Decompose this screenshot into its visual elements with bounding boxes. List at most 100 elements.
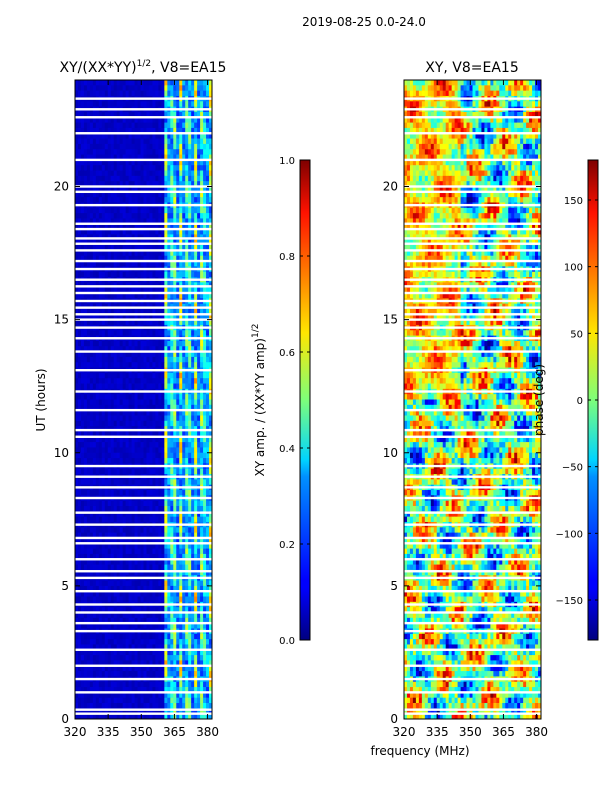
heatmap-cell xyxy=(146,101,150,108)
heatmap-cell xyxy=(98,447,103,454)
heatmap-cell xyxy=(164,218,168,225)
heatmap-cell xyxy=(209,308,213,315)
heatmap-cell xyxy=(152,90,156,97)
heatmap-cell xyxy=(176,197,180,203)
heatmap-cell xyxy=(170,442,174,448)
heatmap-cell xyxy=(155,159,159,166)
heatmap-cell xyxy=(146,133,150,139)
heatmap-cell xyxy=(161,191,165,198)
heatmap-cell xyxy=(200,207,204,214)
heatmap-cell xyxy=(104,143,109,150)
heatmap-cell xyxy=(158,90,162,97)
heatmap-cell xyxy=(122,314,127,321)
heatmap-cell xyxy=(158,250,162,257)
heatmap-cell xyxy=(92,617,97,624)
heatmap-cell xyxy=(107,585,112,592)
heatmap-cell xyxy=(113,394,118,400)
heatmap-cell xyxy=(137,117,141,124)
heatmap-cell xyxy=(116,617,121,624)
heatmap-cell xyxy=(167,644,171,651)
heatmap-cell xyxy=(122,655,127,661)
heatmap-cell xyxy=(206,138,210,145)
heatmap-cell xyxy=(107,447,112,454)
heatmap-cell xyxy=(206,362,210,368)
heatmap-cell xyxy=(155,378,159,384)
heatmap-cell xyxy=(191,218,195,225)
heatmap-cell xyxy=(200,213,204,219)
heatmap-cell xyxy=(149,415,153,422)
heatmap-cell xyxy=(167,511,171,518)
heatmap-cell xyxy=(179,159,183,166)
heatmap-cell xyxy=(179,511,183,518)
heatmap-cell xyxy=(134,644,138,651)
heatmap-cell xyxy=(86,330,91,336)
heatmap-cell xyxy=(206,442,210,448)
heatmap-cell xyxy=(158,229,162,235)
heatmap-cell xyxy=(200,527,204,534)
heatmap-cell xyxy=(98,197,103,203)
heatmap-cell xyxy=(116,175,121,182)
heatmap-cell xyxy=(80,101,85,108)
heatmap-cell xyxy=(125,442,130,448)
heatmap-cell xyxy=(75,655,79,661)
heatmap-cell xyxy=(116,261,121,267)
heatmap-cell xyxy=(95,596,100,603)
heatmap-cell xyxy=(185,218,189,225)
heatmap-cell xyxy=(176,223,180,230)
heatmap-cell xyxy=(161,218,165,225)
heatmap-cell xyxy=(101,639,106,645)
heatmap-cell xyxy=(179,181,183,187)
heatmap-cell xyxy=(89,133,94,139)
heatmap-cell xyxy=(155,143,159,150)
heatmap-cell xyxy=(92,569,97,576)
heatmap-cell xyxy=(149,207,153,214)
heatmap-cell xyxy=(194,127,198,134)
heatmap-cell xyxy=(170,644,174,651)
heatmap-cell xyxy=(137,607,141,613)
heatmap-cell xyxy=(101,458,106,464)
heatmap-cell xyxy=(167,245,171,251)
heatmap-cell xyxy=(75,516,79,523)
heatmap-cell xyxy=(140,122,144,129)
heatmap-cell xyxy=(110,633,115,640)
heatmap-cell xyxy=(137,564,141,571)
heatmap-cell xyxy=(182,372,186,379)
heatmap-cell xyxy=(89,362,94,368)
heatmap-cell xyxy=(101,250,106,257)
heatmap-cell xyxy=(75,85,79,92)
heatmap-cell xyxy=(158,543,162,550)
heatmap-cell xyxy=(98,436,103,443)
heatmap-cell xyxy=(167,543,171,550)
heatmap-cell xyxy=(75,90,79,97)
heatmap-cell xyxy=(107,111,112,118)
heatmap-cell xyxy=(146,314,150,321)
heatmap-cell xyxy=(191,479,195,486)
heatmap-cell xyxy=(122,223,127,230)
heatmap-cell xyxy=(143,404,147,411)
heatmap-cell xyxy=(80,404,85,411)
heatmap-cell xyxy=(185,633,189,640)
heatmap-cell xyxy=(185,372,189,379)
heatmap-cell xyxy=(134,287,138,294)
heatmap-cell xyxy=(152,261,156,267)
heatmap-cell xyxy=(206,271,210,278)
heatmap-cell xyxy=(80,181,85,187)
heatmap-cell xyxy=(173,532,177,539)
heatmap-cell xyxy=(182,479,186,486)
heatmap-cell xyxy=(140,479,144,486)
heatmap-cell xyxy=(206,154,210,161)
heatmap-cell xyxy=(176,607,180,613)
heatmap-cell xyxy=(101,553,106,560)
heatmap-cell xyxy=(110,255,115,262)
heatmap-cell xyxy=(209,500,213,507)
heatmap-cell xyxy=(191,362,195,368)
heatmap-cell xyxy=(188,149,192,155)
heatmap-cell xyxy=(194,633,198,640)
heatmap-cell xyxy=(143,255,147,262)
heatmap-cell xyxy=(128,559,132,565)
heatmap-cell xyxy=(83,644,88,651)
heatmap-cell xyxy=(182,420,186,427)
heatmap-cell xyxy=(140,649,144,656)
heatmap-cell xyxy=(122,612,127,619)
heatmap-cell xyxy=(101,490,106,496)
